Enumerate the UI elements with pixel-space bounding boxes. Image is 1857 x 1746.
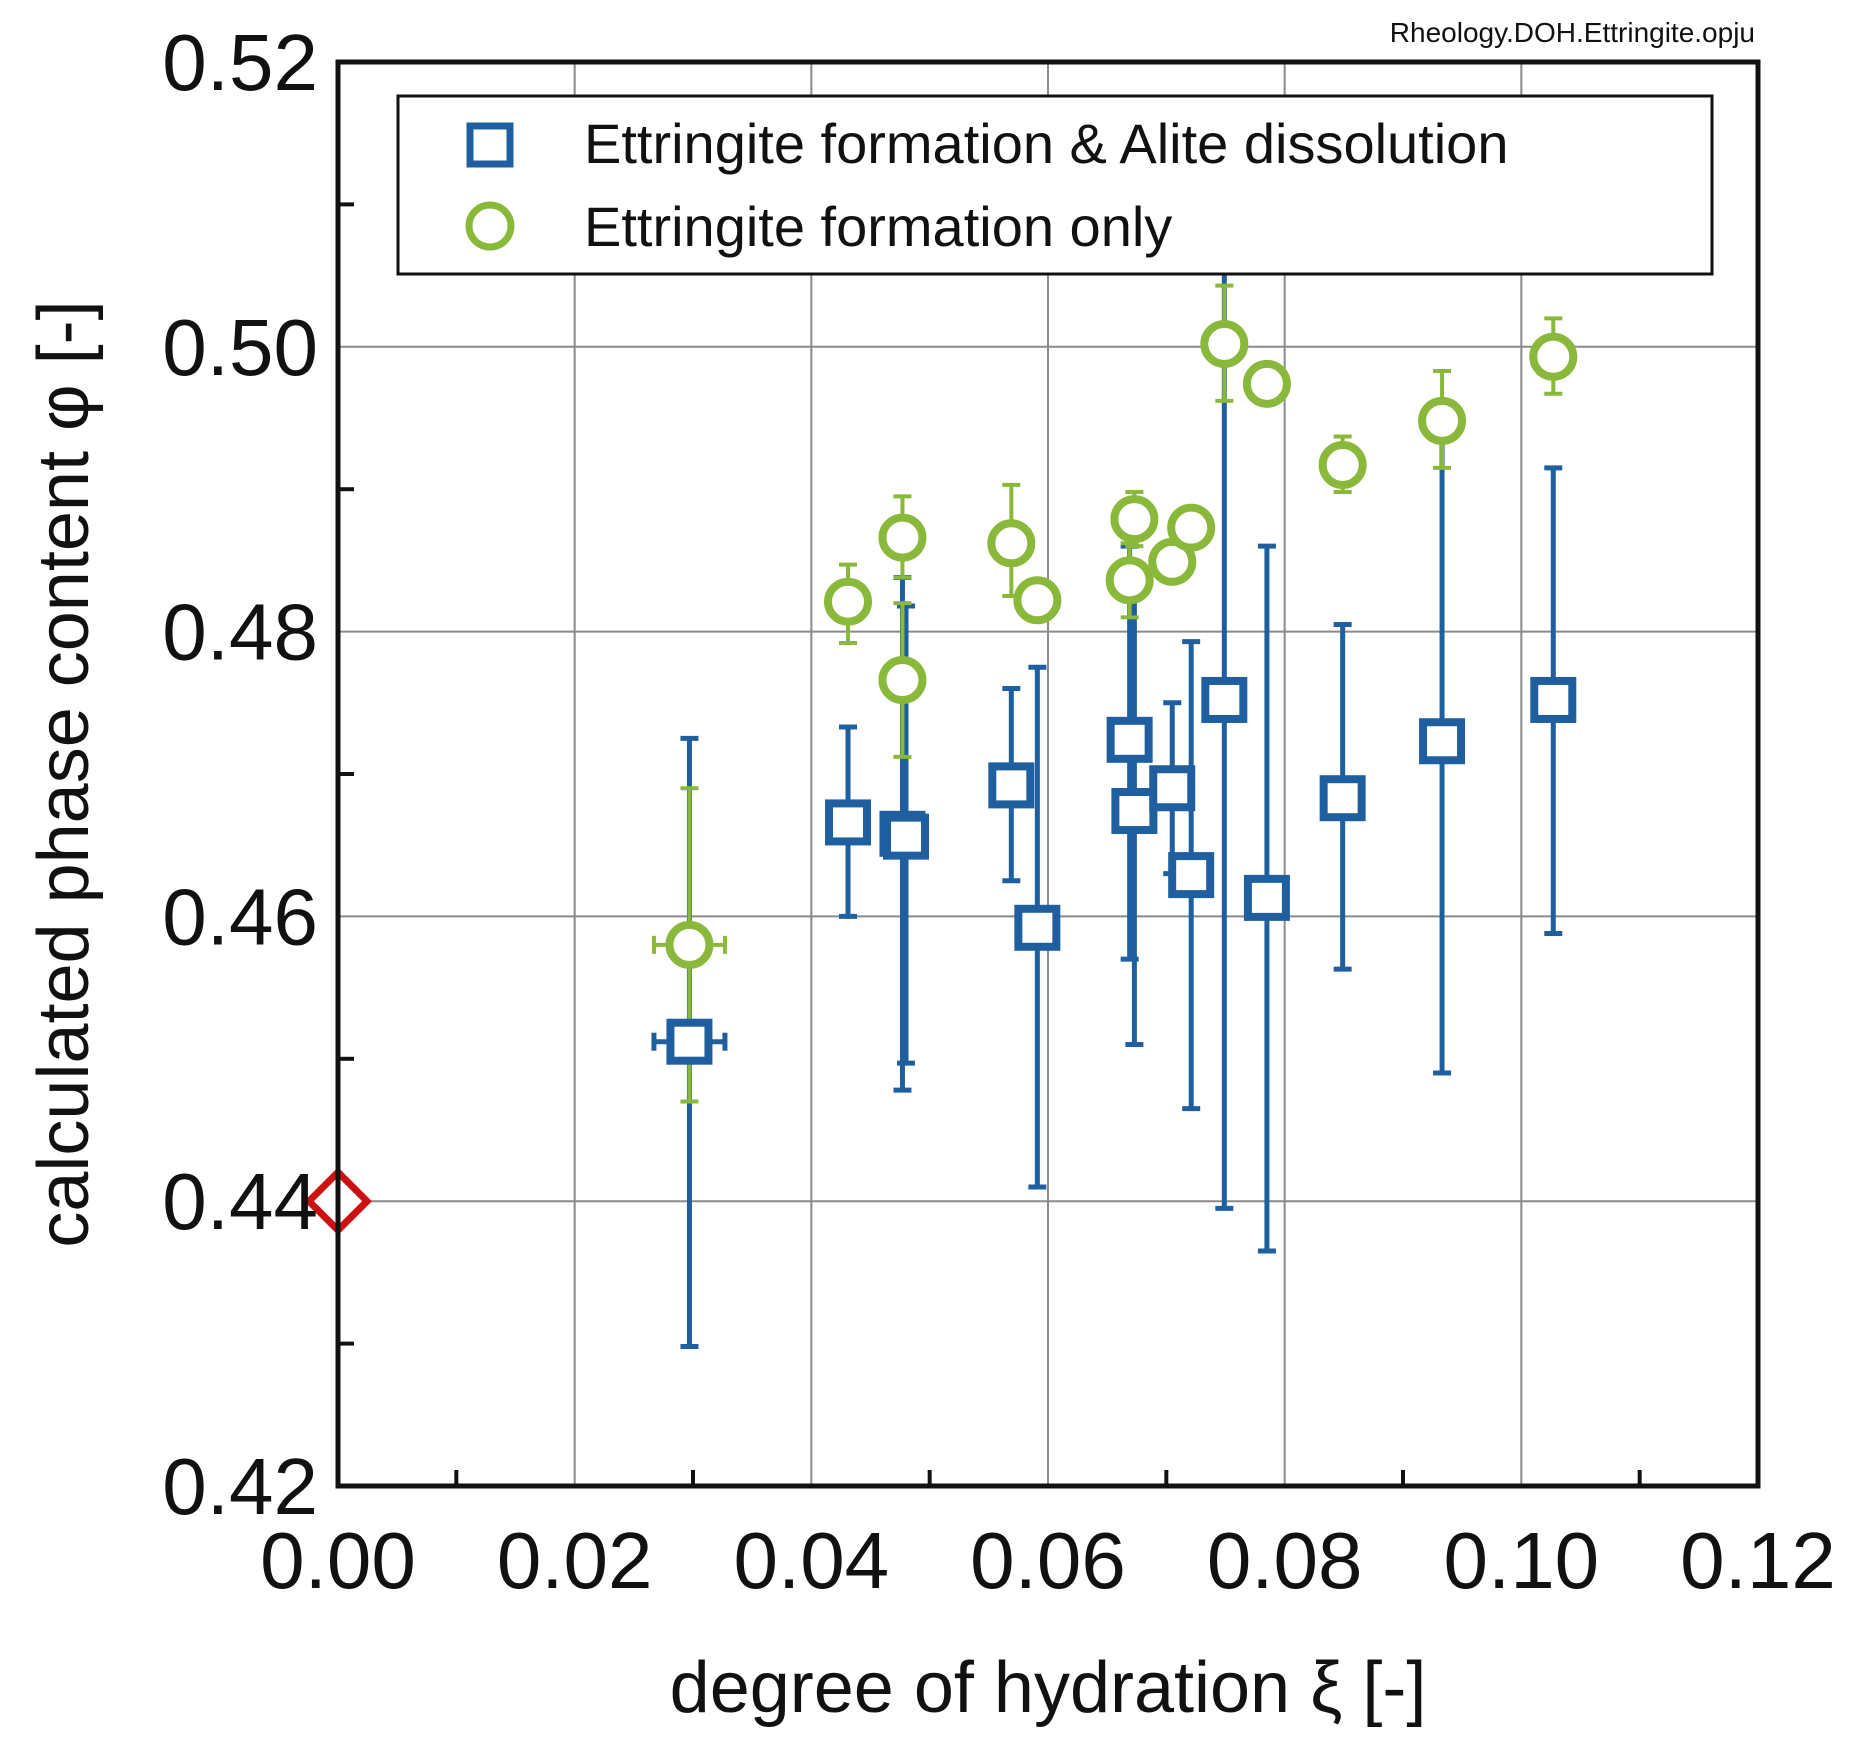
legend-label-ettringite-only: Ettringite formation only <box>584 195 1172 258</box>
legend-label-ettringite-alite: Ettringite formation & Alite dissolution <box>584 112 1508 175</box>
square-marker <box>1111 788 1158 835</box>
square-marker <box>825 799 872 846</box>
square-marker <box>1319 775 1366 822</box>
x-tick-label: 0.08 <box>1207 1516 1363 1605</box>
y-tick-labels: 0.42 0.44 0.46 0.48 0.50 0.52 <box>162 18 318 1531</box>
x-tick-label: 0.10 <box>1443 1516 1599 1605</box>
y-tick-label: 0.52 <box>162 18 318 107</box>
y-tick-label: 0.44 <box>162 1157 318 1246</box>
square-marker <box>1149 765 1196 812</box>
y-axis-title: calculated phase content φ [-] <box>24 300 104 1247</box>
circle-marker <box>1529 332 1578 381</box>
axis-minor-ticks <box>338 202 1642 1486</box>
y-tick-label: 0.42 <box>162 1442 318 1531</box>
circle-marker <box>1110 495 1159 544</box>
legend-box <box>396 94 1714 276</box>
file-label: Rheology.DOH.Ettringite.opju <box>1390 17 1755 48</box>
square-marker <box>1201 676 1248 723</box>
square-marker <box>1014 904 1061 951</box>
legend-circle-marker <box>465 201 515 251</box>
y-tick-label: 0.46 <box>162 872 318 961</box>
x-tick-label: 0.12 <box>1680 1516 1836 1605</box>
data-markers <box>304 319 1578 1236</box>
circle-marker <box>1200 319 1249 368</box>
legend-square-marker <box>466 122 514 168</box>
square-marker <box>666 1018 713 1065</box>
x-tick-label: 0.04 <box>733 1516 889 1605</box>
square-marker <box>1419 718 1466 765</box>
circle-marker <box>824 577 873 626</box>
circle-marker <box>1013 576 1062 625</box>
x-tick-label: 0.00 <box>260 1516 416 1605</box>
square-marker <box>1530 676 1577 723</box>
circle-marker <box>1242 359 1291 408</box>
circle-marker <box>1418 396 1467 445</box>
y-tick-label: 0.48 <box>162 588 318 677</box>
circle-marker <box>1105 556 1154 605</box>
grid-lines <box>338 62 1758 1486</box>
x-tick-labels: 0.00 0.02 0.04 0.06 0.08 0.10 0.12 <box>260 1516 1836 1605</box>
circle-marker <box>1318 440 1367 489</box>
y-tick-label: 0.50 <box>162 303 318 392</box>
square-marker <box>1106 716 1153 763</box>
circle-marker <box>987 519 1036 568</box>
square-marker <box>1243 874 1290 921</box>
x-tick-label: 0.06 <box>970 1516 1126 1605</box>
square-marker <box>988 762 1035 809</box>
circle-marker <box>1167 503 1216 552</box>
x-tick-label: 0.02 <box>497 1516 653 1605</box>
circle-marker <box>878 656 927 705</box>
square-marker <box>883 813 929 860</box>
square-marker <box>1168 852 1215 899</box>
circle-marker <box>665 920 714 969</box>
x-axis-title: degree of hydration ξ [-] <box>670 1648 1427 1728</box>
circle-marker <box>878 513 927 562</box>
legend: Ettringite formation & Alite dissolution… <box>396 94 1714 276</box>
error-bars <box>651 187 1563 1349</box>
